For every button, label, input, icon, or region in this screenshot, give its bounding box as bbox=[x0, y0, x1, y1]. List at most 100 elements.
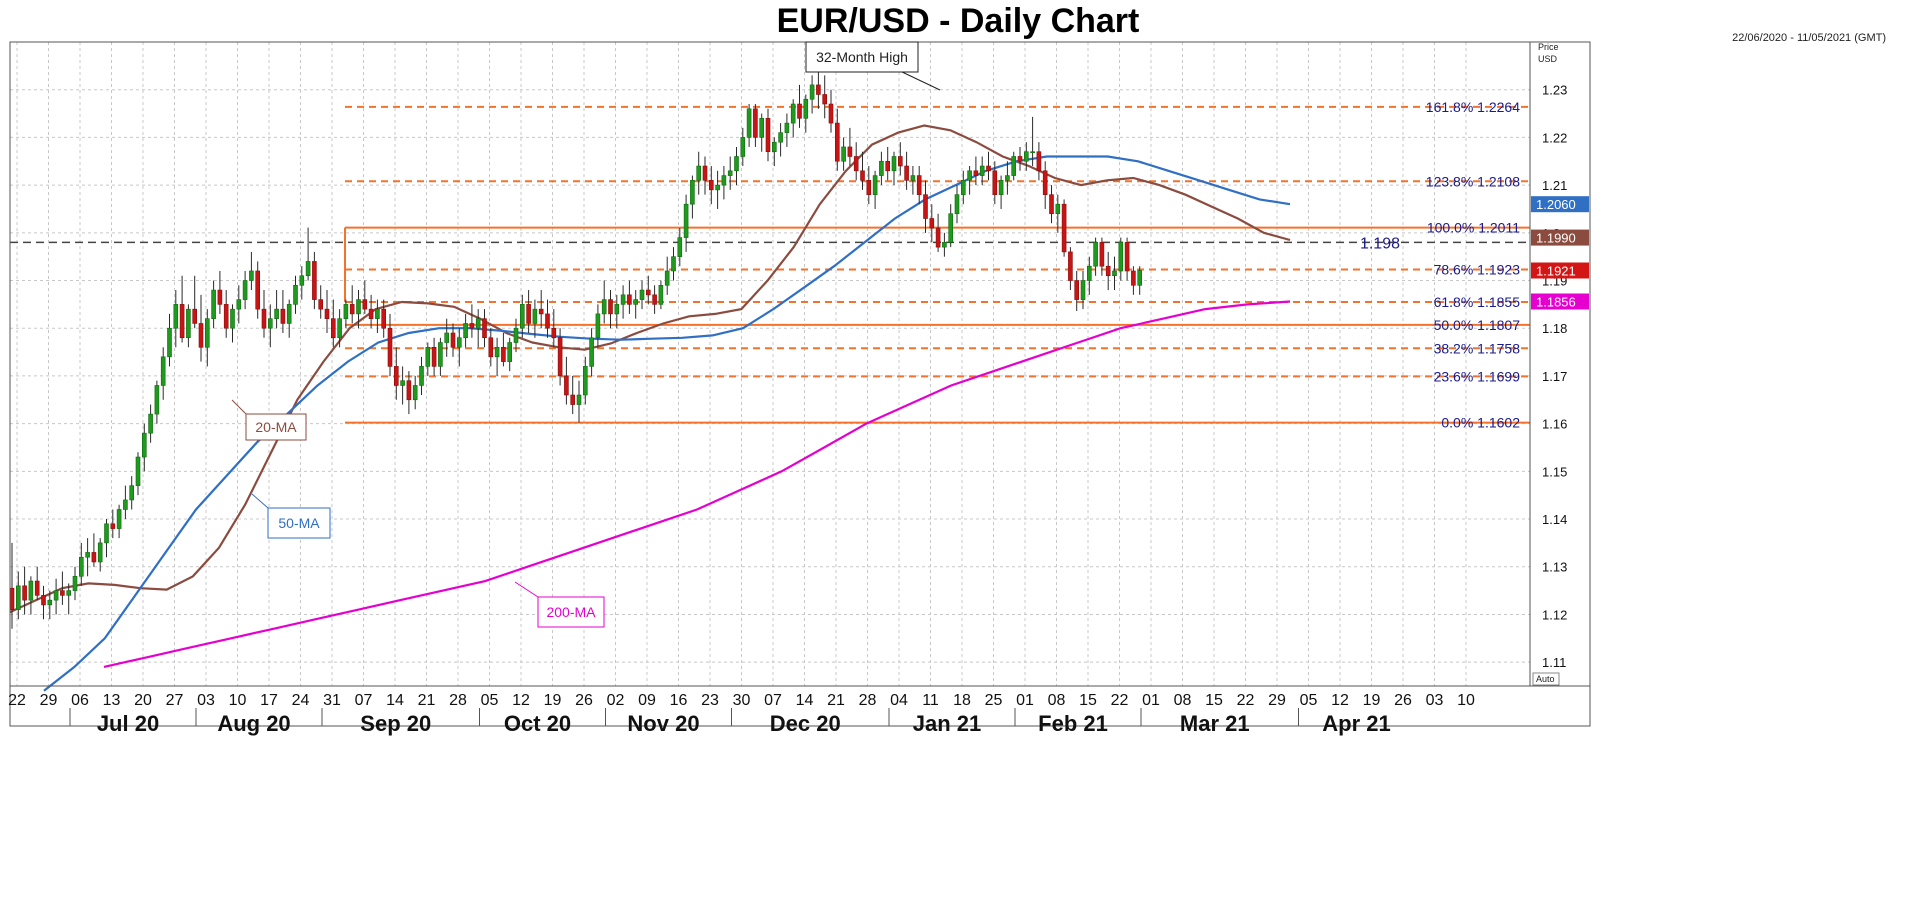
candle-up bbox=[154, 385, 160, 415]
candle-down bbox=[1068, 251, 1073, 281]
y-axis-unit: USD bbox=[1538, 54, 1558, 64]
ma-label-box bbox=[537, 596, 605, 628]
candle-down bbox=[110, 523, 116, 529]
candle-up bbox=[123, 499, 128, 510]
ma-line-20-ma bbox=[9, 124, 1291, 614]
x-tick-label: 03 bbox=[1426, 692, 1444, 709]
candle-down bbox=[406, 380, 412, 401]
candle-up bbox=[696, 165, 702, 181]
candle-up bbox=[620, 294, 626, 305]
candle-down bbox=[431, 347, 437, 367]
candle-down bbox=[570, 394, 576, 405]
candle-up bbox=[1030, 151, 1035, 154]
candle-up bbox=[979, 165, 985, 176]
candle-up bbox=[942, 242, 947, 248]
y-tick-label: 1.16 bbox=[1542, 417, 1567, 432]
candle-up bbox=[690, 180, 695, 205]
candle-down bbox=[897, 156, 903, 167]
y-tick-label: 1.23 bbox=[1542, 83, 1567, 98]
candle-down bbox=[973, 170, 979, 176]
candle-down bbox=[9, 587, 15, 610]
candle-down bbox=[765, 118, 771, 153]
candle-up bbox=[438, 342, 443, 367]
candle-down bbox=[929, 218, 935, 229]
month-label: Jan 21 bbox=[913, 711, 982, 736]
candle-down bbox=[60, 590, 65, 596]
price-tag bbox=[1531, 229, 1589, 246]
candle-up bbox=[1087, 265, 1092, 281]
x-tick-label: 08 bbox=[1048, 692, 1066, 709]
candle-up bbox=[633, 299, 639, 305]
candle-up bbox=[456, 337, 462, 348]
candle-up bbox=[595, 313, 601, 339]
candle-up bbox=[375, 308, 380, 319]
candle-down bbox=[822, 94, 828, 105]
reference-label: 1.198 bbox=[1360, 235, 1400, 252]
price-tag-label: 1.1990 bbox=[1536, 231, 1576, 246]
candle-down bbox=[1036, 151, 1042, 172]
candle-up bbox=[1011, 156, 1017, 176]
candle-up bbox=[532, 308, 538, 324]
candle-down bbox=[223, 304, 229, 329]
candle-up bbox=[658, 284, 664, 305]
candle-up bbox=[15, 585, 21, 610]
candle-up bbox=[891, 156, 897, 172]
x-tick-label: 15 bbox=[1205, 692, 1223, 709]
y-tick-label: 1.21 bbox=[1542, 178, 1567, 193]
candle-up bbox=[305, 261, 311, 277]
candle-down bbox=[608, 299, 613, 315]
candle-down bbox=[179, 304, 185, 339]
candle-up bbox=[205, 318, 210, 348]
candle-down bbox=[538, 308, 544, 315]
candle-down bbox=[1049, 194, 1054, 215]
candle-up bbox=[784, 122, 790, 133]
candle-down bbox=[261, 308, 267, 329]
date-range: 22/06/2020 - 11/05/2021 (GMT) bbox=[1732, 32, 1886, 44]
candle-down bbox=[330, 318, 336, 339]
candle-up bbox=[412, 385, 418, 401]
candle-up bbox=[1024, 151, 1029, 162]
x-tick-label: 19 bbox=[1363, 692, 1381, 709]
fib-label: 0.0% 1.1602 bbox=[1441, 415, 1520, 431]
candle-down bbox=[482, 318, 487, 339]
candle-up bbox=[671, 256, 676, 272]
candle-up bbox=[715, 184, 720, 191]
candle-down bbox=[34, 580, 40, 596]
candle-up bbox=[721, 175, 727, 186]
candle-up bbox=[513, 327, 519, 343]
x-tick-label: 13 bbox=[103, 692, 121, 709]
candle-up bbox=[475, 318, 481, 329]
y-tick-label: 1.22 bbox=[1542, 130, 1567, 145]
x-tick-label: 09 bbox=[638, 692, 656, 709]
candle-up bbox=[582, 366, 588, 396]
candle-down bbox=[1105, 265, 1111, 277]
axes: 1.231.221.211.21.191.181.171.161.151.141… bbox=[8, 41, 1591, 736]
candle-up bbox=[683, 203, 689, 238]
candle-up bbox=[519, 304, 525, 329]
x-tick-label: 29 bbox=[1268, 692, 1286, 709]
candle-up bbox=[148, 413, 153, 434]
candle-down bbox=[368, 308, 374, 319]
candle-up bbox=[1112, 270, 1117, 277]
candle-down bbox=[1124, 242, 1130, 272]
annotation-box bbox=[805, 41, 919, 73]
candle-up bbox=[47, 599, 53, 606]
x-tick-label: 28 bbox=[859, 692, 877, 709]
candle-up bbox=[1080, 280, 1086, 300]
candle-up bbox=[419, 366, 424, 386]
price-tag-label: 1.1921 bbox=[1536, 264, 1576, 279]
candle-up bbox=[72, 575, 78, 591]
candle-up bbox=[160, 356, 166, 386]
price-tag bbox=[1531, 262, 1589, 279]
candle-up bbox=[236, 299, 242, 310]
price-tag-label: 1.1856 bbox=[1536, 295, 1576, 310]
candle-up bbox=[337, 318, 342, 339]
chart-title: EUR/USD - Daily Chart bbox=[776, 2, 1140, 40]
candle-down bbox=[488, 337, 494, 358]
candle-up bbox=[400, 380, 405, 386]
price-tag-label: 1.2060 bbox=[1536, 197, 1576, 212]
candle-up bbox=[425, 347, 431, 367]
candle-down bbox=[22, 585, 27, 601]
x-tick-label: 20 bbox=[134, 692, 152, 709]
candle-down bbox=[916, 175, 922, 195]
